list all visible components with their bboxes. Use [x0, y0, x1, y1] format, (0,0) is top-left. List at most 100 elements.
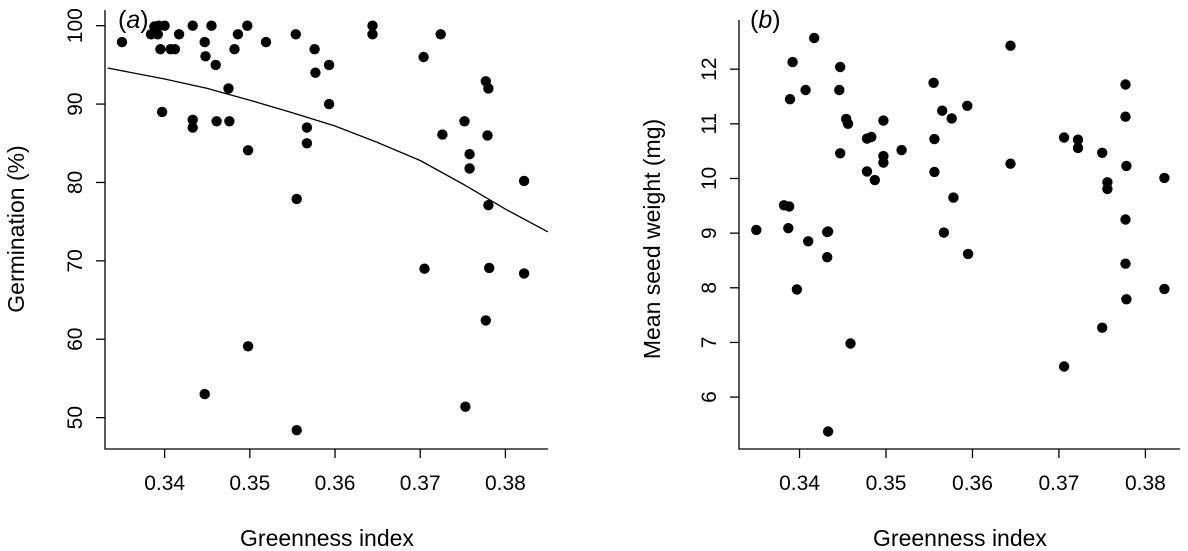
data-point	[518, 175, 530, 187]
data-point	[929, 166, 940, 178]
x-tick-label: 0.38	[1125, 472, 1166, 495]
x-tick-label: 0.36	[952, 472, 993, 495]
y-tick-label: 50	[64, 406, 87, 429]
y-tick-label: 7	[698, 337, 721, 349]
data-point	[1097, 322, 1108, 333]
data-point	[929, 133, 940, 145]
data-point	[309, 44, 320, 55]
data-point	[938, 227, 950, 238]
data-point	[791, 284, 803, 295]
panel-b: (b) 0.34 0.35 0.36 0.37 0.38 6 7 8 9 10 11 12 Gree…	[639, 6, 1180, 551]
x-tick-label: 0.36	[315, 472, 356, 495]
data-point	[937, 105, 948, 116]
data-point	[223, 83, 234, 94]
data-point	[835, 148, 846, 159]
panel-a-label: (a)	[118, 6, 149, 34]
y-tick-label: 8	[698, 282, 721, 294]
data-point	[483, 200, 494, 211]
data-point	[482, 130, 493, 141]
data-point	[116, 36, 128, 48]
y-tick-label: 9	[698, 227, 721, 239]
data-point	[152, 29, 163, 40]
data-point	[1072, 142, 1084, 154]
x-tick-label: 0.35	[866, 472, 907, 495]
data-point	[460, 401, 471, 412]
panel-a-fit-curve	[107, 67, 549, 233]
y-tick-label: 60	[64, 328, 87, 351]
data-point	[1159, 172, 1170, 184]
panel-a-y-ticks: 50 60 70 80 90 100	[64, 8, 105, 429]
data-point	[822, 252, 833, 263]
data-point	[1097, 147, 1108, 158]
y-tick-label: 11	[698, 113, 721, 135]
data-point	[290, 29, 301, 40]
data-point	[834, 84, 845, 96]
panel-b-points	[751, 32, 1170, 437]
panel-a-x-ticks: 0.34 0.35 0.36 0.37 0.38	[144, 449, 526, 495]
data-point	[187, 122, 198, 133]
data-point	[464, 163, 475, 174]
panel-a-axis-frame	[104, 10, 548, 450]
data-point	[783, 223, 794, 234]
y-tick-label: 90	[64, 92, 87, 115]
data-point	[866, 131, 877, 143]
data-point	[323, 59, 335, 71]
data-point	[229, 44, 240, 55]
data-point	[784, 201, 795, 212]
data-point	[199, 388, 210, 400]
data-point	[459, 116, 470, 127]
y-tick-label: 80	[64, 171, 87, 194]
data-point	[199, 36, 210, 48]
data-point	[518, 268, 530, 279]
data-point	[1120, 258, 1131, 269]
data-point	[367, 20, 378, 31]
data-point	[200, 51, 211, 62]
data-point	[948, 192, 959, 203]
data-point	[1120, 79, 1131, 90]
data-point	[1102, 183, 1113, 195]
data-point	[869, 174, 880, 186]
panel-a-y-axis-label: Germination (%)	[3, 145, 29, 312]
data-point	[1121, 294, 1132, 305]
data-point	[437, 129, 448, 140]
data-point	[187, 114, 198, 126]
data-point	[173, 29, 185, 40]
x-tick-label: 0.38	[485, 472, 526, 495]
data-point	[878, 157, 889, 168]
data-point	[224, 116, 235, 127]
data-point	[896, 144, 907, 156]
data-point	[928, 77, 939, 89]
data-point	[1159, 283, 1170, 295]
data-point	[291, 425, 302, 436]
data-point	[822, 226, 834, 237]
data-point	[187, 20, 198, 31]
data-point	[1072, 134, 1084, 145]
data-point	[822, 426, 834, 437]
data-point	[861, 166, 873, 177]
data-point	[155, 44, 166, 55]
data-point	[464, 149, 475, 160]
data-point	[784, 94, 796, 105]
panel-b-axis-frame	[738, 20, 1180, 450]
data-point	[260, 36, 272, 48]
data-point	[159, 20, 170, 31]
data-point	[1120, 214, 1131, 225]
data-point	[206, 20, 217, 31]
data-point	[800, 84, 811, 96]
data-point	[169, 44, 181, 55]
data-point	[1058, 132, 1070, 143]
data-point	[242, 145, 254, 156]
data-point	[787, 56, 798, 68]
data-point	[878, 115, 889, 126]
data-point	[301, 122, 313, 133]
data-point	[842, 118, 854, 129]
y-tick-label: 100	[64, 8, 87, 43]
data-point	[1005, 158, 1016, 169]
x-tick-label: 0.35	[229, 472, 270, 495]
data-point	[962, 248, 974, 260]
x-tick-label: 0.34	[779, 472, 820, 495]
panel-a-x-axis-label: Greenness index	[240, 525, 414, 551]
data-point	[211, 116, 222, 127]
data-point	[367, 29, 378, 40]
x-tick-label: 0.34	[144, 472, 185, 495]
